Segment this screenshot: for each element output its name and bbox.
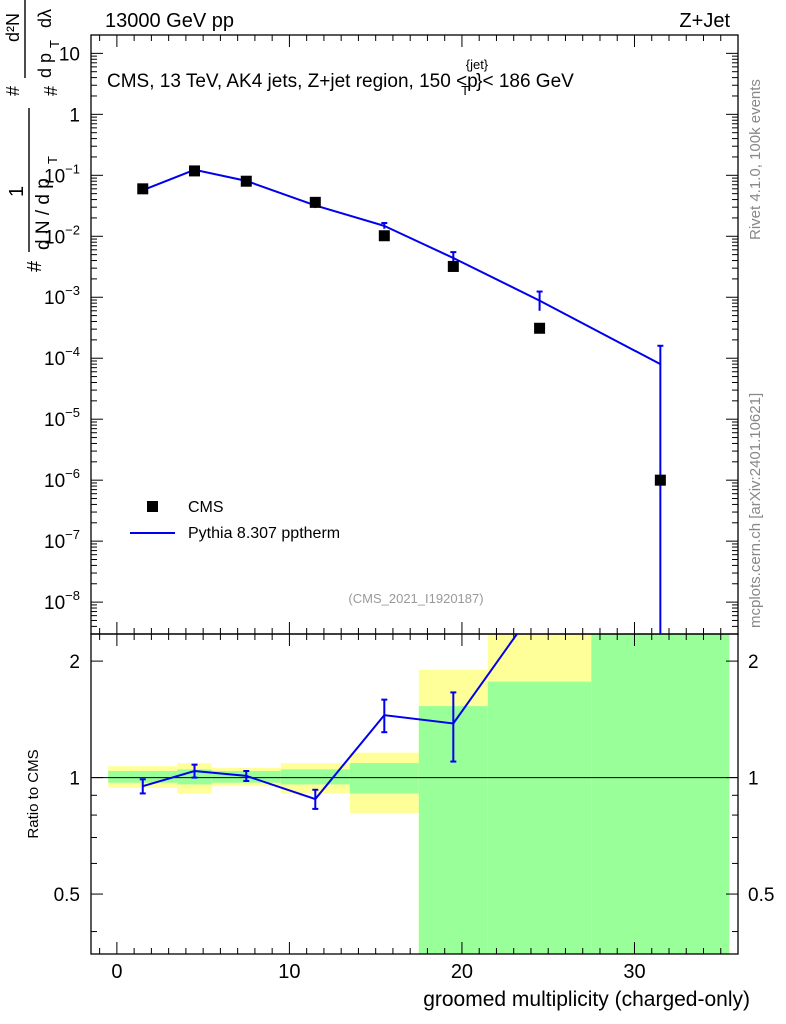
band-green-0 [108,770,178,783]
cms-data-point [240,175,252,187]
main-y-tick-label: 10−6 [44,466,80,492]
tick-label-exponent: −6 [65,466,80,481]
rivet-info: Rivet 4.1.0, 100k events [747,79,764,240]
tick-label-base: 10 [44,593,65,614]
main-y-tick-label: 10−8 [44,588,80,614]
ratio-y-tick-label-right: 2 [748,652,759,673]
tick-label-base: 10 [44,532,65,553]
x-tick-label: 20 [451,961,473,983]
main-y-axis-label: # 1 d N / d p T # # d²N d p T dλ [3,0,62,272]
analysis-id: (CMS_2021_I1920187) [348,591,483,606]
header-left: 13000 GeV pp [105,10,234,32]
tick-label-exponent: −5 [65,405,80,420]
ratio-plot-data [139,634,519,810]
ratio-y-tick-label: 2 [69,652,80,673]
ratio-y-tick-label: 1 [69,769,80,790]
main-y-tick-label: 10−5 [44,405,80,431]
band-green-4 [349,763,419,794]
plot-title: CMS, 13 TeV, AK4 jets, Z+jet region, 150… [107,57,574,98]
main-y-tick-label: 1 [69,105,80,126]
ylabel-dlambda: dλ [35,9,55,28]
ylabel-hash-3: # [41,86,61,96]
main-y-tick-label: 10−1 [44,161,80,187]
main-plot-data [137,165,666,634]
ylabel-t-2: T [47,40,62,48]
tick-label-base: 10 [59,44,80,65]
tick-label-exponent: −1 [65,161,80,176]
ratio-uncertainty-bands [91,634,738,954]
main-y-tick-label: 10−3 [44,283,80,309]
ratio-plot-frame [90,633,739,955]
title-subscript: T [461,83,469,98]
tick-label-base: 10 [44,166,65,187]
ratio-y-axis: 2 2 1 1 0.5 0.5 [54,652,774,933]
ratio-y-tick-label-right: 0.5 [748,885,774,906]
tick-label-base: 1 [69,105,80,126]
legend-marker-cms [147,501,158,512]
ratio-y-tick-label-right: 1 [748,769,759,790]
main-y-tick-label: 10 [59,44,80,65]
tick-label-exponent: −8 [65,588,80,603]
tick-label-base: 10 [44,288,65,309]
x-tick-label: 0 [111,961,122,983]
mc-line [142,168,661,366]
main-y-tick-label: 10−7 [44,527,80,553]
ratio-series [139,634,519,810]
tick-label-base: 10 [44,227,65,248]
band-green-7 [591,634,730,954]
x-axis-label: groomed multiplicity (charged-only) [423,988,750,1011]
tick-label-exponent: −7 [65,527,80,542]
cms-data-point [534,322,546,334]
tick-label-base: 10 [44,471,65,492]
tick-label-base: 10 [44,410,65,431]
tick-label-base: 10 [44,349,65,370]
legend: CMS Pythia 8.307 pptherm [130,499,340,542]
cms-data-point [378,230,390,242]
title-end: }< 186 GeV [476,71,574,92]
cms-data-point [447,260,459,272]
cms-data-point [309,196,321,208]
x-tick-label: 10 [278,961,300,983]
main-y-tick-label: 10−2 [44,222,80,248]
ylabel-dn-dpt: d N / d p [33,178,54,250]
legend-label-cms: CMS [188,499,224,516]
mcplots-info: mcplots.cern.ch [arXiv:2401.10621] [747,393,764,628]
ylabel-hash-1: # [24,260,46,272]
ratio-y-axis-label: Ratio to CMS [25,749,42,838]
tick-label-exponent: −3 [65,283,80,298]
cms-data-point [137,183,149,195]
legend-label-pythia: Pythia 8.307 pptherm [188,525,340,542]
cms-data-point [654,474,666,486]
ylabel-dpt-dlambda: d p [35,53,55,78]
ylabel-d2n: d²N [3,13,23,42]
ratio-line [142,634,519,801]
ylabel-hash-2: # [3,86,23,96]
band-green-6 [487,681,592,954]
ratio-y-tick-label: 0.5 [54,885,80,906]
x-axis: 0 10 20 30 [99,35,722,983]
main-plot-frame [90,34,739,635]
tick-label-exponent: −2 [65,222,80,237]
tick-label-exponent: −4 [65,344,80,359]
main-y-tick-label: 10−4 [44,344,80,370]
band-green-3 [280,769,350,785]
header-right: Z+Jet [679,10,730,32]
ylabel-one: 1 [6,186,28,197]
title-superscript: {jet} [466,57,489,72]
cms-data-point [189,165,201,177]
x-tick-label: 30 [623,961,645,983]
ylabel-t-1: T [45,156,60,164]
